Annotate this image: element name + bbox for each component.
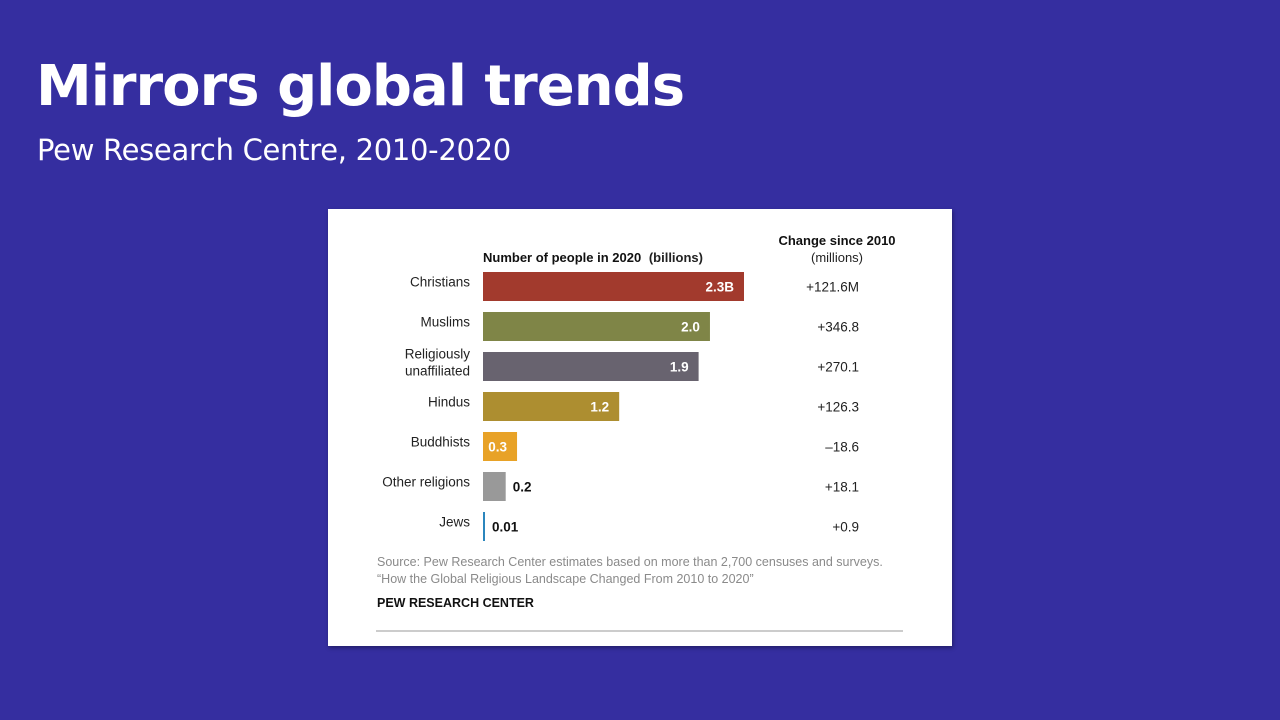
category-label: Christians [410, 275, 470, 290]
category-label-line: unaffiliated [405, 364, 470, 379]
change-value: +270.1 [817, 360, 859, 375]
religion-bar-chart: Number of people in 2020 (billions) Chan… [376, 233, 903, 632]
category-label: Jews [439, 515, 470, 530]
bar-rows: Christians 2.3B +121.6M Muslims 2.0 +346.8 Rel… [382, 272, 859, 541]
chart-header-title: Number of people in 2020 [483, 250, 641, 265]
bar [483, 352, 699, 381]
change-value: +126.3 [817, 400, 859, 415]
bar [483, 392, 620, 421]
source-line-1: Source: Pew Research Center estimates ba… [377, 555, 883, 569]
category-label: Muslims [421, 315, 471, 330]
bar [483, 432, 518, 461]
bar-value-label: 0.01 [492, 520, 519, 535]
change-value: –18.6 [825, 440, 859, 455]
category-label: Buddhists [411, 435, 471, 450]
bar-value-label: 1.2 [590, 400, 609, 415]
slide-subtitle: Pew Research Centre, 2010-2020 [37, 133, 511, 167]
bar [483, 512, 485, 541]
change-value: +18.1 [825, 480, 859, 495]
change-unit: (millions) [811, 250, 863, 265]
change-value: +0.9 [832, 520, 859, 535]
bar-value-label: 1.9 [670, 360, 689, 375]
slide-title: Mirrors global trends [36, 54, 685, 119]
bar [483, 272, 744, 301]
category-label-line: Religiously [405, 347, 471, 362]
bar-value-label: 2.0 [681, 320, 700, 335]
category-label: Other religions [382, 475, 470, 490]
category-label: Religiously unaffiliated [405, 347, 471, 379]
bar-value-label: 0.2 [513, 480, 532, 495]
bar [483, 312, 710, 341]
bar-value-label: 0.3 [488, 440, 507, 455]
chart-header: Number of people in 2020 (billions) [483, 250, 703, 265]
change-value: +346.8 [817, 320, 859, 335]
bar-value-label: 2.3B [705, 280, 734, 295]
chart-card: Number of people in 2020 (billions) Chan… [328, 209, 952, 646]
bar [483, 472, 506, 501]
change-value: +121.6M [806, 280, 859, 295]
change-header: Change since 2010 [778, 233, 895, 248]
category-label: Hindus [428, 395, 470, 410]
source-line-2: “How the Global Religious Landscape Chan… [377, 572, 754, 586]
chart-header-unit: (billions) [649, 250, 703, 265]
pew-brand-label: PEW RESEARCH CENTER [377, 596, 534, 610]
